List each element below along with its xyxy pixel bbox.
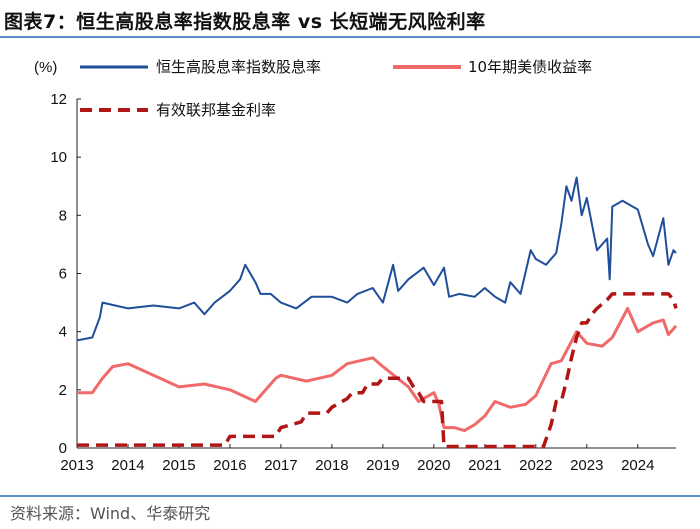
y-tick-label: 4	[59, 324, 67, 341]
x-tick-label: 2023	[570, 457, 603, 474]
x-tick-label: 2015	[162, 457, 195, 474]
series-lines	[76, 176, 678, 449]
y-tick-label: 0	[59, 440, 67, 457]
source-note: 资料来源：Wind、华泰研究	[10, 504, 211, 523]
x-tick-label: 2020	[417, 457, 450, 474]
legend-label-hs-dividend: 恒生高股息率指数股息率	[156, 58, 321, 76]
axis-ticks: (%) 0 2 4 6 8 10 12 2013 2014 2015 2016 2017 2018 2019…	[34, 59, 654, 474]
y-tick-label: 2	[59, 382, 67, 399]
footer-divider	[0, 495, 700, 497]
legend-label-fed-funds: 有效联邦基金利率	[156, 101, 276, 119]
x-tick-label: 2022	[519, 457, 552, 474]
plot-frame	[76, 99, 676, 449]
header-divider	[0, 36, 700, 38]
x-tick-label: 2024	[621, 457, 654, 474]
x-tick-label: 2018	[315, 457, 348, 474]
legend-label-us10y: 10年期美债收益率	[468, 58, 592, 76]
series-line-hs-dividend	[76, 176, 677, 342]
chart-title: 图表7：恒生高股息率指数股息率 vs 长短端无风险利率	[4, 11, 486, 33]
x-tick-label: 2016	[213, 457, 246, 474]
y-tick-label: 8	[59, 207, 67, 224]
y-axis-unit-label: (%)	[34, 59, 57, 76]
y-tick-label: 6	[59, 266, 67, 283]
y-tick-label: 10	[50, 149, 67, 166]
x-tick-label: 2021	[468, 457, 501, 474]
series-line-fed-funds	[77, 292, 678, 449]
legend: 恒生高股息率指数股息率 10年期美债收益率 有效联邦基金利率	[80, 58, 592, 119]
y-tick-label: 12	[50, 91, 67, 108]
series-line-us10y	[77, 306, 678, 433]
x-tick-label: 2017	[264, 457, 297, 474]
x-tick-label: 2019	[366, 457, 399, 474]
x-tick-label: 2013	[60, 457, 93, 474]
x-tick-label: 2014	[111, 457, 144, 474]
